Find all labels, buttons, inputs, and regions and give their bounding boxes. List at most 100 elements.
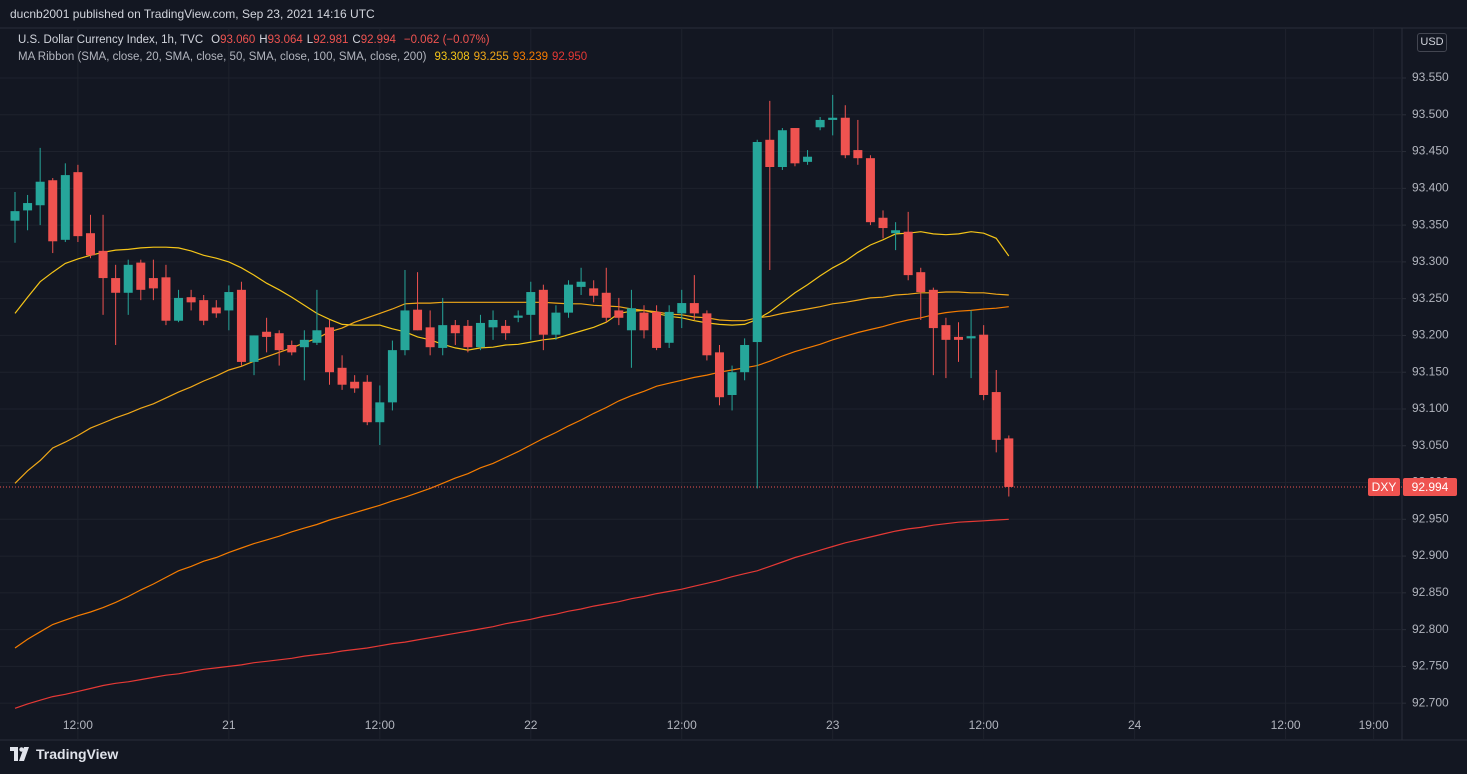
candle-body xyxy=(274,333,284,351)
candle-body xyxy=(714,352,724,398)
candle-body xyxy=(211,307,221,314)
candle-body xyxy=(400,310,410,351)
candle-body xyxy=(123,264,133,293)
candle-body xyxy=(1004,438,1014,487)
candle-body xyxy=(249,335,259,362)
candle-body xyxy=(362,381,372,423)
ohlc-key: O xyxy=(211,34,221,46)
candle-body xyxy=(677,303,687,314)
ohlc-value: 92.981 xyxy=(313,34,349,46)
ma-line xyxy=(14,231,1010,351)
candle-body xyxy=(840,117,850,156)
x-tick-label: 22 xyxy=(524,718,538,732)
publish-info: ducnb2001 published on TradingView.com, … xyxy=(10,7,375,21)
candle-body xyxy=(702,313,712,356)
candle-body xyxy=(413,309,423,331)
candle-body xyxy=(526,292,536,315)
candle-body xyxy=(551,312,561,335)
symbol-tag-label: DXY xyxy=(1372,480,1397,494)
candle-body xyxy=(337,367,347,385)
candle-body xyxy=(111,278,121,293)
candle-body xyxy=(639,312,649,331)
x-tick-label: 12:00 xyxy=(969,718,999,732)
symbol-tag xyxy=(1368,477,1400,496)
candle-body xyxy=(991,392,1001,440)
x-tick-label: 12:00 xyxy=(667,718,697,732)
candle-body xyxy=(777,130,787,168)
candle-body xyxy=(224,292,234,311)
candle-body xyxy=(199,300,209,321)
candle-body xyxy=(752,142,762,343)
ma-line xyxy=(14,518,1009,709)
candle-body xyxy=(513,315,523,318)
ma-value: 93.308 xyxy=(434,51,470,63)
y-tick-label: 93.550 xyxy=(1412,70,1449,84)
candle-body xyxy=(853,150,863,159)
candle-body xyxy=(35,181,45,206)
candle-body xyxy=(979,334,989,396)
candle-body xyxy=(891,230,901,234)
ma-label: MA Ribbon (SMA, close, 20, SMA, close, 5… xyxy=(18,51,427,63)
candles xyxy=(10,94,1014,497)
candle-body xyxy=(626,308,636,331)
y-tick-label: 93.300 xyxy=(1412,254,1449,268)
candle-body xyxy=(765,139,775,168)
ohlc-value: 93.060 xyxy=(220,34,256,46)
candle-body xyxy=(652,311,662,348)
candle-body xyxy=(174,297,184,321)
y-tick-label: 92.750 xyxy=(1412,659,1449,673)
ohlc-key: C xyxy=(352,34,361,46)
y-tick-label: 93.250 xyxy=(1412,291,1449,305)
candle-body xyxy=(903,231,913,276)
candle-body xyxy=(790,128,800,164)
grid xyxy=(0,28,1402,740)
ma-value: 92.950 xyxy=(552,51,588,63)
ohlc-key: L xyxy=(306,34,314,46)
candle-body xyxy=(23,203,33,211)
candle-body xyxy=(576,281,586,287)
candle-body xyxy=(161,277,171,321)
symbol-title: U.S. Dollar Currency Index, 1h, TVC xyxy=(18,34,204,46)
candle-body xyxy=(262,331,272,337)
candle-body xyxy=(425,327,435,348)
y-tick-label: 93.200 xyxy=(1412,328,1449,342)
y-tick-label: 92.900 xyxy=(1412,548,1449,562)
candle-body xyxy=(98,250,108,279)
x-tick-label: 19:00 xyxy=(1359,718,1389,732)
candle-body xyxy=(186,297,196,303)
candle-body xyxy=(878,217,888,229)
ohlc-value: 92.994 xyxy=(360,34,396,46)
candle-body xyxy=(10,211,20,221)
candle-body xyxy=(740,344,750,373)
x-tick-label: 24 xyxy=(1128,718,1142,732)
logo xyxy=(10,747,29,761)
candle-body xyxy=(664,311,674,343)
candle-body xyxy=(916,272,926,293)
candle-body xyxy=(312,330,322,343)
candle-body xyxy=(928,289,938,329)
ma-value: 93.255 xyxy=(473,51,509,63)
ma-value: 93.239 xyxy=(512,51,548,63)
candle-body xyxy=(387,350,397,403)
brand: TradingView xyxy=(36,746,119,762)
candle-body xyxy=(865,158,875,223)
candle-body xyxy=(48,180,58,242)
ma-line xyxy=(14,291,1009,484)
candle-body xyxy=(564,284,574,313)
y-tick-label: 92.950 xyxy=(1412,511,1449,525)
candle-body xyxy=(828,117,838,120)
candle-body xyxy=(299,339,309,348)
candle-body xyxy=(350,381,360,389)
ma-lines xyxy=(14,231,1010,709)
change: −0.062 (−0.07%) xyxy=(403,34,490,46)
last-price-tag xyxy=(1403,477,1457,496)
ohlc-key: H xyxy=(259,34,268,46)
candle-body xyxy=(450,325,460,334)
candle-body xyxy=(375,402,385,423)
y-tick-label: 93.100 xyxy=(1412,401,1449,415)
currency-button[interactable]: USD xyxy=(1417,33,1447,52)
y-tick-label: 92.800 xyxy=(1412,622,1449,636)
ma-legend: MA Ribbon (SMA, close, 20, SMA, close, 5… xyxy=(18,51,595,63)
candle-body xyxy=(601,292,611,318)
